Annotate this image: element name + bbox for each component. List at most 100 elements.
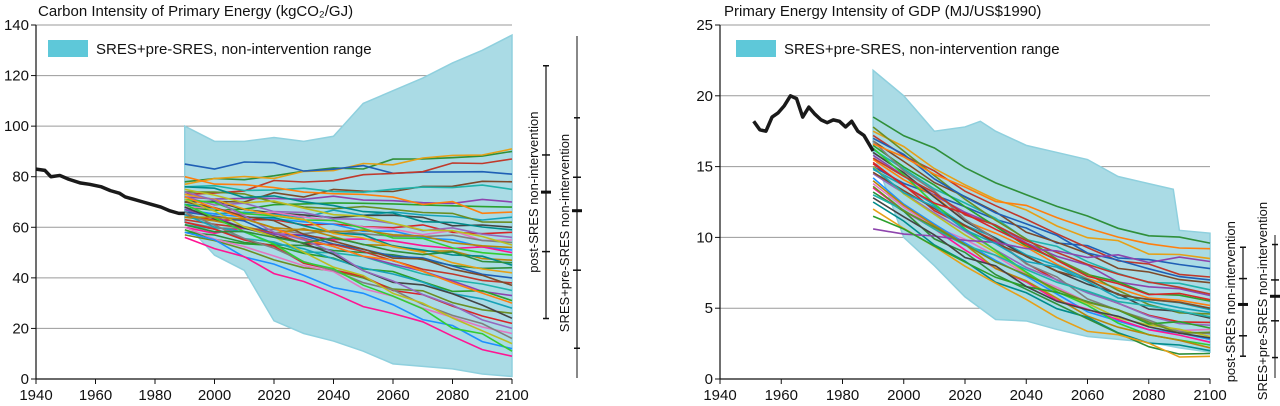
legend-swatch bbox=[48, 40, 88, 57]
x-tick-label: 2060 bbox=[376, 387, 409, 404]
x-tick-label: 2080 bbox=[436, 387, 469, 404]
scenario-line bbox=[184, 203, 513, 352]
range-bar: post-SRES non-intervention bbox=[1223, 221, 1248, 382]
scenario-line bbox=[872, 173, 1211, 326]
scenario-line bbox=[872, 157, 1211, 295]
axes bbox=[31, 24, 513, 384]
scenario-line bbox=[184, 175, 513, 215]
scenario-line bbox=[872, 143, 1211, 250]
scenario-line bbox=[184, 186, 513, 231]
scenario-line bbox=[872, 116, 1211, 244]
range-bar-median bbox=[1270, 294, 1280, 298]
scenario-line bbox=[872, 191, 1211, 355]
x-tick-label: 1960 bbox=[765, 387, 798, 404]
scenario-line bbox=[872, 130, 1211, 260]
legend: SRES+pre-SRES, non-intervention range bbox=[48, 40, 372, 58]
x-tick-label: 2060 bbox=[1071, 387, 1104, 404]
y-tick-label: 120 bbox=[4, 68, 29, 85]
scenario-line bbox=[184, 226, 513, 335]
scenario-line bbox=[872, 167, 1211, 314]
scenario-line bbox=[184, 198, 513, 345]
y-tick-label: 60 bbox=[12, 219, 29, 236]
y-tick-label: 5 bbox=[705, 300, 713, 317]
scenario-line bbox=[872, 228, 1211, 264]
scenario-line bbox=[184, 202, 513, 212]
scenario-line bbox=[184, 236, 513, 357]
scenario-line bbox=[184, 196, 513, 239]
y-tick-label: 0 bbox=[705, 371, 713, 388]
x-tick-label: 2040 bbox=[1010, 387, 1043, 404]
historical-series bbox=[752, 94, 875, 152]
x-tick-label: 1980 bbox=[138, 387, 171, 404]
x-tick-label: 1960 bbox=[79, 387, 112, 404]
scenario-line bbox=[872, 185, 1211, 335]
x-tick-label: 2000 bbox=[887, 387, 920, 404]
scenario-line bbox=[872, 134, 1211, 278]
y-tick-label: 20 bbox=[696, 88, 713, 105]
scenario-line bbox=[184, 196, 513, 304]
x-tick-label: 1980 bbox=[826, 387, 859, 404]
scenario-line bbox=[184, 234, 513, 315]
scenario-line bbox=[872, 161, 1211, 301]
chart-carbon-intensity: Carbon Intensity of Primary Energy (kgCO… bbox=[4, 3, 582, 404]
range-bar: SRES+pre-SRES non-intervention bbox=[1255, 202, 1280, 400]
range-band bbox=[184, 33, 513, 378]
y-tick-label: 15 bbox=[696, 159, 713, 176]
scenario-line bbox=[872, 137, 1211, 281]
historical-series bbox=[35, 167, 185, 216]
x-tick-labels: 1940 1960 1980 2000 2020 2040 2060 2080 2100 bbox=[703, 387, 1226, 404]
legend-swatch bbox=[736, 40, 776, 57]
chart-title: Primary Energy Intensity of GDP (MJ/US$1… bbox=[724, 3, 1041, 20]
scenario-line bbox=[872, 197, 1211, 339]
scenario-line bbox=[184, 206, 513, 320]
scenario-line bbox=[184, 216, 513, 249]
historical-line bbox=[752, 94, 875, 152]
scenario-line bbox=[184, 211, 513, 279]
legend: SRES+pre-SRES, non-intervention range bbox=[736, 40, 1060, 58]
scenario-line bbox=[184, 150, 513, 183]
legend-label: SRES+pre-SRES, non-intervention range bbox=[96, 41, 372, 58]
x-tick-labels: 1940 1960 1980 2000 2020 2040 2060 2080 2100 bbox=[19, 387, 528, 404]
y-tick-label: 20 bbox=[12, 320, 29, 337]
range-bar-label: post-SRES non-intervention bbox=[1223, 221, 1238, 382]
non-intervention-range-band bbox=[184, 33, 513, 378]
axes bbox=[715, 24, 1211, 384]
scenario-line bbox=[184, 198, 513, 256]
scenario-line bbox=[184, 231, 513, 350]
scenario-lines bbox=[872, 116, 1211, 358]
range-bar-median bbox=[541, 190, 551, 194]
chart-title: Carbon Intensity of Primary Energy (kgCO… bbox=[38, 3, 353, 20]
scenario-line bbox=[872, 194, 1211, 318]
range-bar: SRES+pre-SRES non-intervention bbox=[557, 117, 582, 350]
range-bar: post-SRES non-intervention bbox=[526, 64, 551, 320]
range-bar-label: post-SRES non-intervention bbox=[526, 112, 541, 273]
legend-label: SRES+pre-SRES, non-intervention range bbox=[784, 41, 1060, 58]
y-tick-label: 25 bbox=[696, 17, 713, 34]
scenario-lines bbox=[184, 148, 513, 357]
scenario-line bbox=[184, 191, 513, 223]
x-tick-label: 2080 bbox=[1132, 387, 1165, 404]
scenario-line bbox=[184, 158, 513, 196]
y-tick-label: 40 bbox=[12, 270, 29, 287]
x-tick-label: 1940 bbox=[703, 387, 736, 404]
y-tick-labels: 0 5 10 15 20 25 bbox=[696, 17, 713, 388]
scenario-line bbox=[184, 224, 513, 264]
range-bars: post-SRES non-intervention SRES+pre-SRES … bbox=[1223, 202, 1280, 400]
scenario-line bbox=[872, 140, 1211, 284]
y-tick-labels: 0 20 40 60 80 100 120 140 bbox=[4, 17, 29, 388]
x-tick-label: 2100 bbox=[1193, 387, 1226, 404]
x-tick-label: 2100 bbox=[495, 387, 528, 404]
x-tick-label: 2020 bbox=[257, 387, 290, 404]
x-tick-label: 2020 bbox=[948, 387, 981, 404]
range-bar-label: SRES+pre-SRES non-intervention bbox=[1255, 202, 1270, 400]
chart-energy-intensity: Primary Energy Intensity of GDP (MJ/US$1… bbox=[696, 3, 1280, 404]
y-tick-label: 10 bbox=[696, 229, 713, 246]
x-tick-label: 2000 bbox=[198, 387, 231, 404]
scenario-line bbox=[184, 191, 513, 330]
scenario-line bbox=[872, 140, 1211, 335]
range-bar-label: SRES+pre-SRES non-intervention bbox=[557, 134, 572, 332]
scenario-line bbox=[872, 201, 1211, 352]
x-tick-label: 2040 bbox=[317, 387, 350, 404]
